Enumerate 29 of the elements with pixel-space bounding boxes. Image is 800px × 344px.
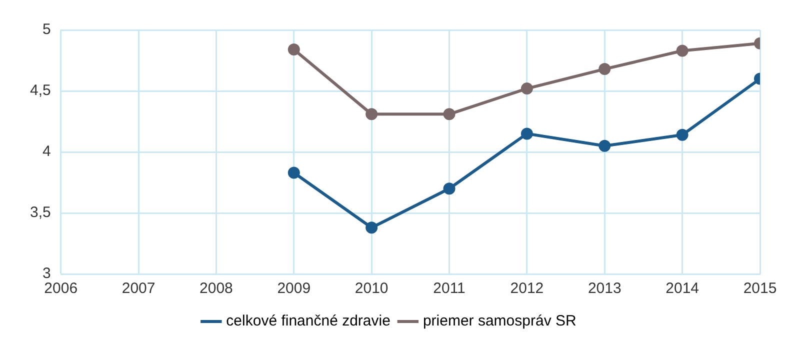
x-tick-label: 2015 [743, 280, 777, 298]
x-tick-label: 2011 [433, 280, 466, 298]
x-tick-label: 2009 [277, 280, 311, 298]
x-tick-label: 2007 [122, 280, 156, 298]
x-tick-label: 2008 [200, 280, 233, 298]
y-tick-label: 5 [42, 21, 51, 38]
x-tick-label: 2013 [588, 280, 622, 298]
legend-label: priemer samospráv SR [422, 312, 576, 330]
y-tick-label: 4,5 [30, 82, 51, 100]
point [366, 108, 378, 120]
point [288, 166, 300, 179]
point [520, 128, 533, 140]
point [366, 222, 378, 234]
y-tick-label: 4 [42, 143, 51, 160]
point [288, 44, 300, 56]
legend-label: celkové finančné zdravie [226, 312, 390, 330]
point [598, 140, 611, 152]
point [598, 63, 611, 76]
point [443, 182, 456, 195]
x-tick-label: 2012 [510, 280, 544, 298]
y-tick-label: 3 [42, 265, 51, 282]
x-tick-label: 2010 [354, 280, 388, 298]
x-tick-label: 2006 [44, 280, 78, 298]
point [676, 44, 688, 57]
point [520, 82, 533, 95]
y-tick-label: 3,5 [30, 204, 51, 222]
point [443, 108, 456, 120]
point [676, 128, 688, 141]
x-tick-label: 2014 [666, 280, 700, 298]
